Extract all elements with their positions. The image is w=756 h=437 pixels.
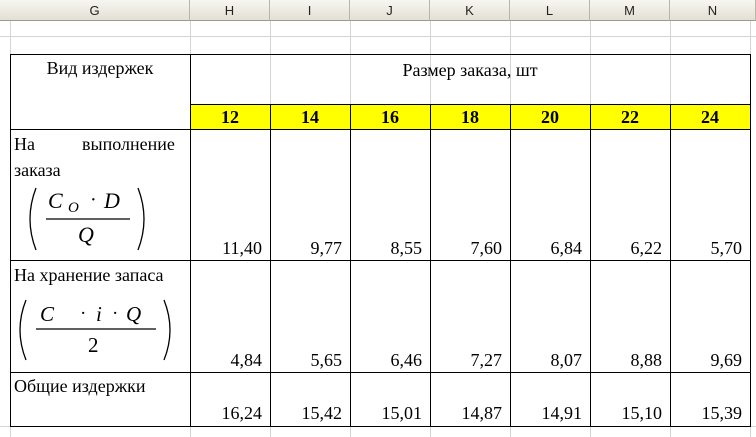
column-header-m[interactable]: M bbox=[590, 0, 670, 21]
value-cell[interactable]: 14,91 bbox=[541, 403, 583, 423]
formula-dot: · bbox=[112, 303, 119, 324]
column-header-l[interactable]: L bbox=[510, 0, 590, 21]
column-header-h[interactable]: H bbox=[190, 0, 270, 21]
gridline bbox=[0, 36, 756, 37]
row-label-order-cost: На bbox=[14, 134, 35, 154]
value-cell[interactable]: 7,27 bbox=[470, 350, 503, 370]
parentheses-icon bbox=[19, 299, 171, 361]
value-cell[interactable]: 6,46 bbox=[390, 350, 423, 370]
size-cell[interactable]: 12 bbox=[221, 107, 239, 127]
value-cell[interactable]: 7,60 bbox=[470, 238, 503, 258]
value-cell[interactable]: 4,84 bbox=[230, 350, 263, 370]
size-cell[interactable]: 20 bbox=[541, 107, 559, 127]
value-cell[interactable]: 14,87 bbox=[461, 403, 503, 423]
table-border bbox=[510, 104, 511, 427]
column-header-g[interactable]: G bbox=[0, 0, 190, 21]
value-cell[interactable]: 9,69 bbox=[710, 350, 743, 370]
row-label-order-cost: выполнение bbox=[82, 134, 175, 154]
formula-denominator: 2 bbox=[88, 333, 99, 357]
column-header-j[interactable]: J bbox=[350, 0, 430, 21]
table-border bbox=[10, 260, 751, 261]
table-border bbox=[10, 372, 751, 373]
table-border bbox=[10, 426, 751, 427]
header-order-size: Размер заказа, шт bbox=[402, 60, 538, 80]
value-cell[interactable]: 16,24 bbox=[221, 403, 263, 423]
formula-symbol: C bbox=[40, 302, 55, 326]
size-cell[interactable]: 18 bbox=[461, 107, 479, 127]
table-border bbox=[190, 104, 751, 105]
value-cell[interactable]: 6,84 bbox=[550, 238, 583, 258]
header-cost-type: Вид издержек bbox=[46, 58, 154, 78]
table-border bbox=[190, 54, 191, 427]
formula-holding-cost: C · i · Q 2 bbox=[14, 298, 176, 362]
value-cell[interactable]: 8,55 bbox=[390, 238, 423, 258]
value-cell[interactable]: 9,77 bbox=[310, 238, 343, 258]
table-border bbox=[670, 104, 671, 427]
value-cell[interactable]: 6,22 bbox=[630, 238, 663, 258]
value-cell[interactable]: 15,39 bbox=[701, 403, 743, 423]
size-header-fill bbox=[190, 104, 750, 129]
size-cell[interactable]: 14 bbox=[301, 107, 319, 127]
column-header-i[interactable]: I bbox=[270, 0, 350, 21]
value-cell[interactable]: 5,70 bbox=[710, 238, 743, 258]
table-border bbox=[750, 54, 751, 427]
value-cell[interactable]: 15,42 bbox=[301, 403, 343, 423]
formula-symbol: C bbox=[48, 188, 63, 213]
table-border bbox=[10, 54, 751, 55]
row-label-total-cost: Общие издержки bbox=[14, 376, 146, 396]
row-label-holding-cost: На хранение запаса bbox=[14, 265, 164, 285]
value-cell[interactable]: 8,07 bbox=[550, 350, 583, 370]
formula-dot: · bbox=[90, 189, 97, 211]
table-border bbox=[10, 129, 751, 130]
formula-order-cost: C O · D Q bbox=[24, 186, 150, 252]
size-cell[interactable]: 24 bbox=[701, 107, 719, 127]
formula-symbol: D bbox=[104, 188, 120, 213]
table-border bbox=[270, 104, 271, 427]
table-border bbox=[430, 104, 431, 427]
table-border bbox=[10, 54, 11, 427]
formula-dot: · bbox=[80, 303, 87, 324]
value-cell[interactable]: 8,88 bbox=[630, 350, 663, 370]
size-cell[interactable]: 22 bbox=[621, 107, 639, 127]
formula-subscript: O bbox=[68, 200, 79, 216]
row-label-order-cost-2: заказа bbox=[14, 160, 61, 180]
value-cell[interactable]: 5,65 bbox=[310, 350, 343, 370]
parentheses-icon bbox=[29, 187, 145, 251]
table-border bbox=[590, 104, 591, 427]
table-border bbox=[350, 104, 351, 427]
formula-symbol: i bbox=[96, 302, 102, 326]
size-cell[interactable]: 16 bbox=[381, 107, 399, 127]
formula-denominator: Q bbox=[78, 222, 94, 247]
value-cell[interactable]: 15,01 bbox=[381, 403, 423, 423]
column-header-k[interactable]: K bbox=[430, 0, 510, 21]
value-cell[interactable]: 15,10 bbox=[621, 403, 663, 423]
column-header-n[interactable]: N bbox=[670, 0, 756, 21]
formula-symbol: Q bbox=[126, 302, 142, 326]
value-cell[interactable]: 11,40 bbox=[222, 238, 262, 258]
